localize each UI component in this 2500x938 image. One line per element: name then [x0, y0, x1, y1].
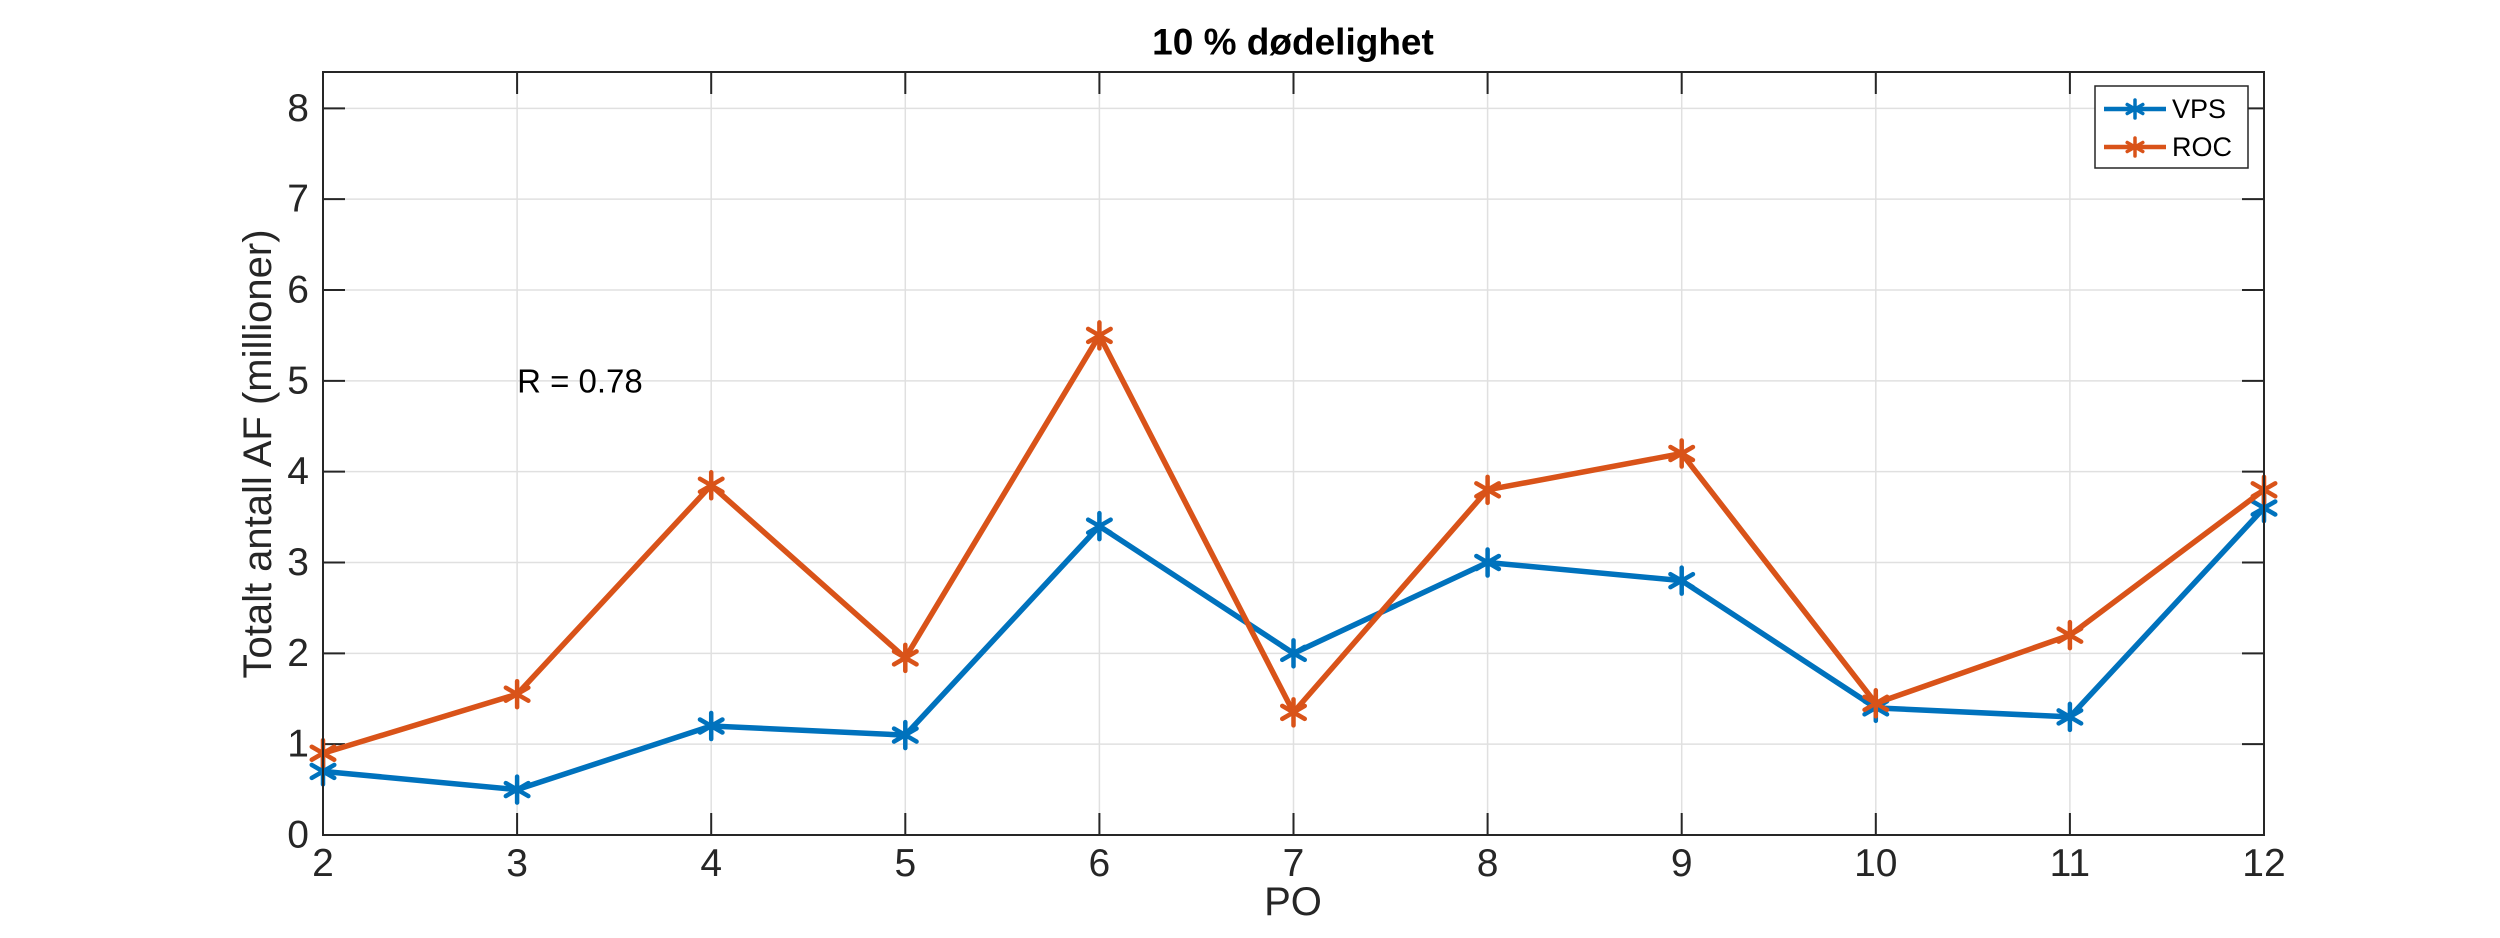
data-series	[309, 320, 2278, 805]
roc-marker	[1862, 694, 1890, 713]
vps-marker	[503, 780, 531, 799]
x-axis-label: PO	[1264, 880, 1322, 924]
x-tick-label: 7	[1283, 842, 1305, 885]
y-axis-label: Totalt antall AF (millioner)	[236, 229, 280, 678]
roc-marker	[2056, 626, 2084, 644]
legend-label-vps: VPS	[2172, 94, 2226, 124]
y-tick-label: 6	[287, 269, 309, 312]
legend-samples	[2104, 98, 2166, 158]
y-tick-label: 5	[287, 359, 309, 402]
x-tick-label: 6	[1089, 842, 1111, 885]
roc-marker	[1279, 703, 1308, 722]
legend-label-roc: ROC	[2172, 132, 2232, 162]
x-tick-label: 2	[312, 842, 334, 885]
legend-box	[2094, 85, 2249, 169]
roc-marker	[1474, 481, 1502, 499]
legend: VPS ROC	[2094, 85, 2249, 169]
legend-sample-marker-vps	[2125, 102, 2145, 116]
y-tick-label: 4	[287, 450, 309, 493]
roc-marker	[503, 685, 531, 703]
y-tick-label: 7	[287, 178, 309, 221]
roc-marker	[697, 476, 725, 495]
x-tick-label: 4	[700, 842, 722, 885]
y-tick-label: 2	[287, 632, 309, 675]
x-tick-label: 3	[506, 842, 528, 885]
vps-marker	[1279, 644, 1308, 663]
x-tick-label: 11	[2050, 842, 2091, 885]
vps-marker	[891, 726, 919, 744]
gridlines	[323, 72, 2264, 835]
x-tick-label: 12	[2242, 842, 2285, 885]
correlation-annotation: R = 0.78	[517, 362, 643, 399]
y-tick-label: 3	[287, 541, 309, 584]
legend-sample-marker-roc	[2125, 140, 2145, 154]
x-tick-label: 10	[1854, 842, 1897, 885]
roc-markers	[309, 320, 2278, 769]
roc-marker	[891, 649, 919, 667]
plot-box	[322, 71, 2265, 836]
x-tick-label: 9	[1671, 842, 1693, 885]
x-tick-label: 5	[894, 842, 916, 885]
x-tick-label: 8	[1477, 842, 1499, 885]
vps-marker	[1085, 517, 1113, 535]
vps-marker	[697, 717, 725, 735]
roc-marker	[1085, 326, 1113, 345]
chart-title: 10 % dødelighet	[1152, 22, 1434, 63]
y-tick-label: 1	[287, 723, 309, 766]
vps-marker	[1474, 553, 1502, 572]
vps-marker	[2056, 708, 2084, 726]
roc-marker	[1668, 444, 1696, 463]
vps-marker	[1668, 571, 1696, 590]
y-tick-label: 8	[287, 87, 309, 130]
y-tick-label: 0	[287, 814, 309, 857]
